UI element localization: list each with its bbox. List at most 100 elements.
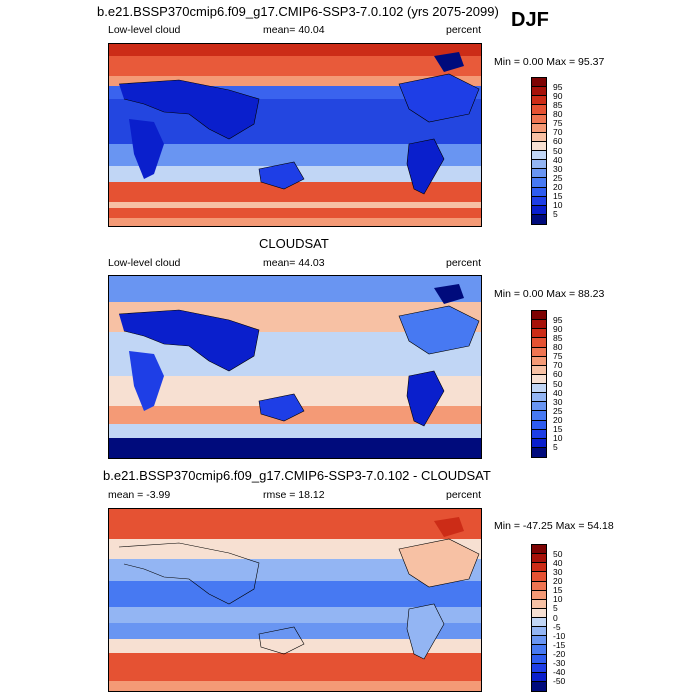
panel2-map <box>108 275 482 459</box>
colorbar-tick-label: -20 <box>553 649 566 659</box>
colorbar-swatch <box>532 123 546 133</box>
panel3-mean-label: mean = -3.99 <box>108 489 171 501</box>
colorbar-swatch <box>532 411 546 421</box>
colorbar-swatch <box>532 141 546 151</box>
panel2-minmax-label: Min = 0.00 Max = 88.23 <box>494 288 605 300</box>
colorbar-tick-label: 5 <box>553 209 558 220</box>
colorbar-tick-label: 80 <box>553 109 563 119</box>
colorbar-swatch <box>532 205 546 215</box>
colorbar-tick-label: 20 <box>553 415 563 425</box>
colorbar-swatch <box>532 356 546 366</box>
colorbar-tick-label: 0 <box>553 612 558 623</box>
colorbar-swatch <box>532 384 546 394</box>
colorbar-tick-label: 25 <box>553 405 563 416</box>
colorbar-tick-label: 10 <box>553 433 563 444</box>
panel3-colorbar <box>531 544 547 692</box>
colorbar-swatch <box>532 545 546 555</box>
panel1-title: b.e21.BSSP370cmip6.f09_g17.CMIP6-SSP3-7.… <box>97 4 499 19</box>
panel3-units-label: percent <box>446 489 482 501</box>
colorbar-tick-label: 90 <box>553 323 563 334</box>
colorbar-tick-label: 10 <box>553 200 563 211</box>
colorbar-tick-label: 50 <box>553 378 563 389</box>
panel1-map <box>108 43 482 227</box>
colorbar-swatch <box>532 96 546 106</box>
colorbar-tick-label: 85 <box>553 99 563 110</box>
colorbar-tick-label: 5 <box>553 442 558 453</box>
colorbar-swatch <box>532 618 546 628</box>
colorbar-swatch <box>532 420 546 430</box>
panel1-variable-label: Low-level cloud <box>108 24 181 36</box>
panel3-rmse-label: rmse = 18.12 <box>263 489 325 501</box>
panel1-units-label: percent <box>446 24 482 36</box>
colorbar-tick-label: -15 <box>553 639 566 650</box>
colorbar-tick-label: 30 <box>553 163 563 174</box>
colorbar-swatch <box>532 311 546 321</box>
colorbar-swatch <box>532 572 546 582</box>
colorbar-tick-label: 85 <box>553 332 563 343</box>
colorbar-tick-label: 5 <box>553 603 558 614</box>
panel1-mean-label: mean= 40.04 <box>263 24 325 36</box>
colorbar-swatch <box>532 402 546 412</box>
colorbar-swatch <box>532 87 546 97</box>
colorbar-tick-label: 10 <box>553 594 563 605</box>
colorbar-swatch <box>532 554 546 564</box>
panel2-units-label: percent <box>446 257 482 269</box>
colorbar-tick-label: 20 <box>553 182 563 192</box>
panel3-minmax-label: Min = -47.25 Max = 54.18 <box>494 520 614 532</box>
colorbar-swatch <box>532 178 546 188</box>
colorbar-swatch <box>532 114 546 124</box>
colorbar-swatch <box>532 374 546 384</box>
colorbar-tick-label: 30 <box>553 566 563 577</box>
colorbar-tick-label: 50 <box>553 548 563 559</box>
colorbar-tick-label: 40 <box>553 557 563 568</box>
colorbar-tick-label: 15 <box>553 191 563 202</box>
colorbar-tick-label: 15 <box>553 585 563 596</box>
panel2-title: CLOUDSAT <box>259 236 329 251</box>
colorbar-swatch <box>532 636 546 646</box>
panel1-colorbar <box>531 77 547 225</box>
colorbar-swatch <box>532 654 546 664</box>
colorbar-swatch <box>532 608 546 618</box>
colorbar-swatch <box>532 599 546 609</box>
colorbar-tick-label: 95 <box>553 81 563 92</box>
colorbar-swatch <box>532 627 546 637</box>
season-label: DJF <box>511 9 549 31</box>
colorbar-tick-label: -30 <box>553 658 566 669</box>
panel2-variable-label: Low-level cloud <box>108 257 181 269</box>
colorbar-swatch <box>532 320 546 330</box>
colorbar-swatch <box>532 187 546 197</box>
colorbar-swatch <box>532 338 546 348</box>
colorbar-swatch <box>532 563 546 573</box>
colorbar-tick-label: 15 <box>553 424 563 435</box>
colorbar-swatch <box>532 681 546 691</box>
colorbar-swatch <box>532 196 546 206</box>
colorbar-tick-label: 30 <box>553 396 563 407</box>
colorbar-swatch <box>532 438 546 448</box>
colorbar-tick-label: 20 <box>553 576 563 586</box>
panel2-mean-label: mean= 44.03 <box>263 257 325 269</box>
colorbar-swatch <box>532 214 546 224</box>
colorbar-swatch <box>532 347 546 357</box>
colorbar-tick-label: -50 <box>553 676 566 687</box>
colorbar-tick-label: 25 <box>553 172 563 183</box>
colorbar-tick-label: 60 <box>553 369 563 380</box>
colorbar-swatch <box>532 672 546 682</box>
colorbar-swatch <box>532 393 546 403</box>
panel3-map <box>108 508 482 692</box>
colorbar-tick-label: 90 <box>553 90 563 101</box>
colorbar-swatch <box>532 447 546 457</box>
colorbar-tick-label: 95 <box>553 314 563 325</box>
colorbar-swatch <box>532 78 546 88</box>
colorbar-tick-label: -5 <box>553 621 561 632</box>
colorbar-tick-label: 70 <box>553 127 563 138</box>
colorbar-swatch <box>532 429 546 439</box>
panel1-minmax-label: Min = 0.00 Max = 95.37 <box>494 56 605 68</box>
colorbar-swatch <box>532 160 546 170</box>
colorbar-tick-label: -40 <box>553 667 566 678</box>
colorbar-swatch <box>532 645 546 655</box>
colorbar-tick-label: 40 <box>553 387 563 398</box>
colorbar-tick-label: 75 <box>553 351 563 362</box>
colorbar-tick-label: 40 <box>553 154 563 165</box>
colorbar-tick-label: 60 <box>553 136 563 147</box>
colorbar-tick-label: -10 <box>553 630 566 641</box>
